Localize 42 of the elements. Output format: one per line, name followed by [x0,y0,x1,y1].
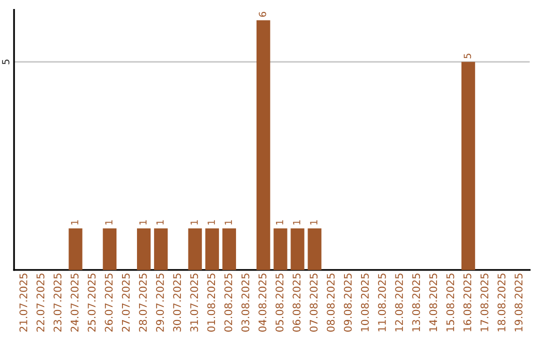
x-tick-label: 17.08.2025 [480,274,488,332]
x-tick-label: 09.08.2025 [344,274,352,332]
x-tick-label: 28.07.2025 [138,274,147,332]
x-tick-label: 08.08.2025 [326,274,335,332]
x-tick-label: 30.07.2025 [173,274,181,332]
x-tick-label: 02.08.2025 [224,274,232,332]
x-tick-label: 31.07.2025 [190,274,198,332]
data-label: 1 [105,220,112,224]
data-label: 1 [224,220,232,224]
x-tick-label: 29.07.2025 [156,274,164,332]
x-tick-label: 07.08.2025 [310,274,318,332]
data-label: 1 [190,220,198,224]
data-label: 1 [156,220,164,224]
x-tick-label: 19.08.2025 [514,274,523,332]
data-label: 1 [293,220,300,224]
x-tick-label: 01.08.2025 [207,274,216,332]
x-tick-label: 21.07.2025 [19,274,28,332]
x-tick-label: 05.08.2025 [276,274,284,332]
data-label: 5 [464,54,472,58]
x-tick-label: 14.08.2025 [429,274,438,332]
x-tick-label: 22.07.2025 [36,274,44,332]
x-tick-label: 03.08.2025 [241,274,250,332]
x-tick-label: 06.08.2025 [292,274,301,332]
data-label: 1 [310,220,318,224]
data-label: 1 [71,220,78,224]
data-label: 6 [258,12,266,17]
x-tick-label: 04.08.2025 [258,274,266,332]
x-tick-label: 15.08.2025 [446,274,454,332]
x-tick-label: 26.07.2025 [104,274,113,332]
x-tick-label: 27.07.2025 [122,274,130,332]
x-tick-label: 11.08.2025 [378,274,386,332]
x-tick-label: 25.07.2025 [88,274,96,332]
x-tick-label: 10.08.2025 [360,274,369,332]
data-label: 1 [139,220,146,224]
x-tick-label: 18.08.2025 [498,274,506,332]
x-tick-label: 13.08.2025 [412,274,420,332]
data-label: 1 [276,220,284,224]
x-tick-label: 16.08.2025 [463,274,472,332]
x-tick-label: 24.07.2025 [70,274,79,332]
x-tick-label: 23.07.2025 [54,274,62,332]
x-tick-label: 12.08.2025 [395,274,403,332]
data-label: 1 [208,220,215,224]
